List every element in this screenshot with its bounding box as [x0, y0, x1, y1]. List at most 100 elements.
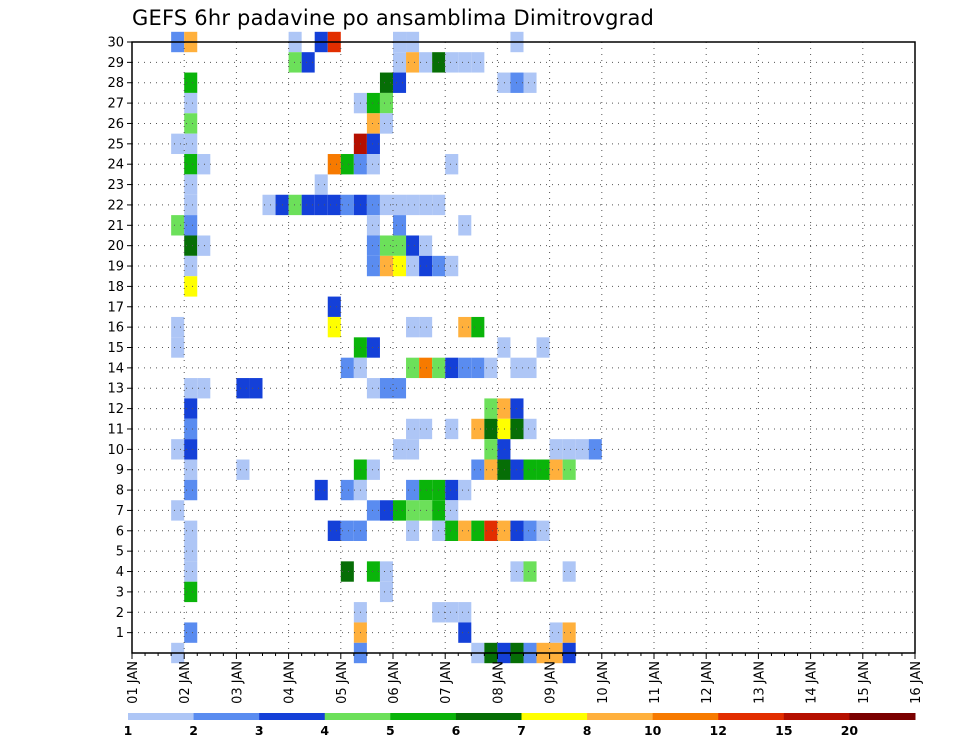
heatmap-cell [184, 215, 198, 236]
x-tick-label: 15 JAN [857, 661, 872, 704]
heatmap-cell [445, 255, 459, 277]
heatmap-cell [288, 194, 302, 216]
legend-label: 10 [644, 723, 662, 738]
legend-label: 6 [452, 723, 461, 738]
y-tick-label: 10 [107, 443, 124, 458]
x-tick-label: 14 JAN [805, 661, 820, 704]
y-tick-label: 18 [107, 280, 124, 295]
legend-label: 12 [710, 723, 727, 738]
heatmap-cell [549, 439, 563, 460]
heatmap-cell [393, 235, 407, 256]
heatmap-cell [484, 439, 498, 460]
heatmap-cell [419, 235, 433, 256]
heatmap-cell [406, 479, 420, 501]
heatmap-cell [340, 154, 354, 175]
heatmap-cell [419, 52, 433, 73]
heatmap-cell [184, 276, 198, 297]
y-tick-label: 7 [116, 504, 124, 519]
legend-swatch [390, 713, 457, 720]
heatmap-cell [562, 439, 576, 460]
legend-swatch [128, 713, 195, 720]
heatmap-cell [171, 337, 185, 358]
heatmap-cell [471, 459, 485, 480]
heatmap-cell [379, 72, 393, 93]
y-tick-label: 21 [107, 219, 124, 234]
y-tick-label: 5 [116, 545, 124, 560]
heatmap-cell [366, 113, 380, 134]
y-tick-label: 26 [107, 117, 124, 132]
legend-swatch [718, 713, 785, 720]
x-tick-label: 04 JAN [283, 661, 298, 704]
y-tick-label: 15 [107, 341, 124, 356]
heatmap-cell [366, 561, 380, 582]
heatmap-cell [366, 255, 380, 277]
y-tick-label: 14 [107, 361, 124, 376]
heatmap-cell [406, 194, 420, 216]
heatmap-cell [184, 622, 198, 643]
heatmap-cell [184, 113, 198, 134]
y-tick-label: 25 [107, 137, 124, 152]
heatmap-cell [184, 235, 198, 256]
heatmap-cell [262, 194, 276, 216]
y-tick-label: 28 [107, 76, 124, 91]
heatmap-cell [171, 439, 185, 460]
y-tick-label: 24 [107, 158, 124, 173]
heatmap-cell [184, 439, 198, 460]
heatmap-cell [406, 235, 420, 256]
x-tick-label: 13 JAN [752, 661, 767, 704]
y-tick-label: 9 [116, 463, 124, 478]
heatmap-cell [458, 357, 472, 379]
y-tick-label: 29 [107, 56, 124, 71]
heatmap-cell [445, 520, 459, 541]
legend-label: 5 [386, 723, 395, 738]
heatmap-cell [340, 194, 354, 216]
x-axis: 01 JAN 02 JAN 03 JAN 04 JAN 05 JAN 06 JAN 07 J… [126, 653, 924, 704]
heatmap-cell [419, 500, 433, 521]
heatmap-cell [419, 194, 433, 216]
heatmap-cell [393, 439, 407, 460]
heatmap-cell [184, 378, 198, 399]
heatmap-cell [497, 72, 511, 93]
legend-swatch [259, 713, 326, 720]
heatmap-cell [471, 52, 485, 73]
heatmap-cell [406, 500, 420, 521]
heatmap-cell [314, 174, 328, 195]
heatmap-cell [197, 378, 211, 399]
heatmap-cell [301, 52, 315, 73]
heatmap-cell [393, 500, 407, 521]
heatmap-cell [523, 357, 537, 379]
heatmap-cell [366, 378, 380, 399]
heatmap-cell [523, 459, 537, 480]
heatmap-cell [340, 561, 354, 582]
legend-label: 7 [517, 723, 526, 738]
legend-swatch [324, 713, 391, 720]
heatmap-cell [445, 52, 459, 73]
heatmap-cell [327, 316, 341, 338]
heatmap-cell [393, 378, 407, 399]
y-axis: 1234567891011121314151617181920212223242… [107, 36, 132, 641]
heatmap-cell [236, 378, 250, 399]
heatmap-cell [184, 174, 198, 195]
heatmap-cell [184, 540, 198, 562]
heatmap-cell [379, 113, 393, 134]
heatmap-cell [184, 255, 198, 277]
heatmap-cell [184, 479, 198, 501]
heatmap-cell [588, 439, 602, 460]
heatmap-cell [484, 398, 498, 419]
heatmap-cell [523, 561, 537, 582]
heatmap-cell [184, 154, 198, 175]
heatmap-cell [445, 602, 459, 623]
legend-swatch [587, 713, 654, 720]
heatmap-cell [562, 561, 576, 582]
heatmap-cell [340, 357, 354, 379]
y-tick-label: 8 [116, 484, 124, 499]
heatmap-cell [327, 520, 341, 541]
x-tick-label: 12 JAN [700, 661, 715, 704]
heatmap-cell [484, 418, 498, 440]
heatmap-cell [458, 622, 472, 643]
heatmap-cell [327, 194, 341, 216]
y-tick-label: 2 [116, 606, 124, 621]
x-tick-label: 09 JAN [544, 661, 559, 704]
heatmap-cell [379, 500, 393, 521]
